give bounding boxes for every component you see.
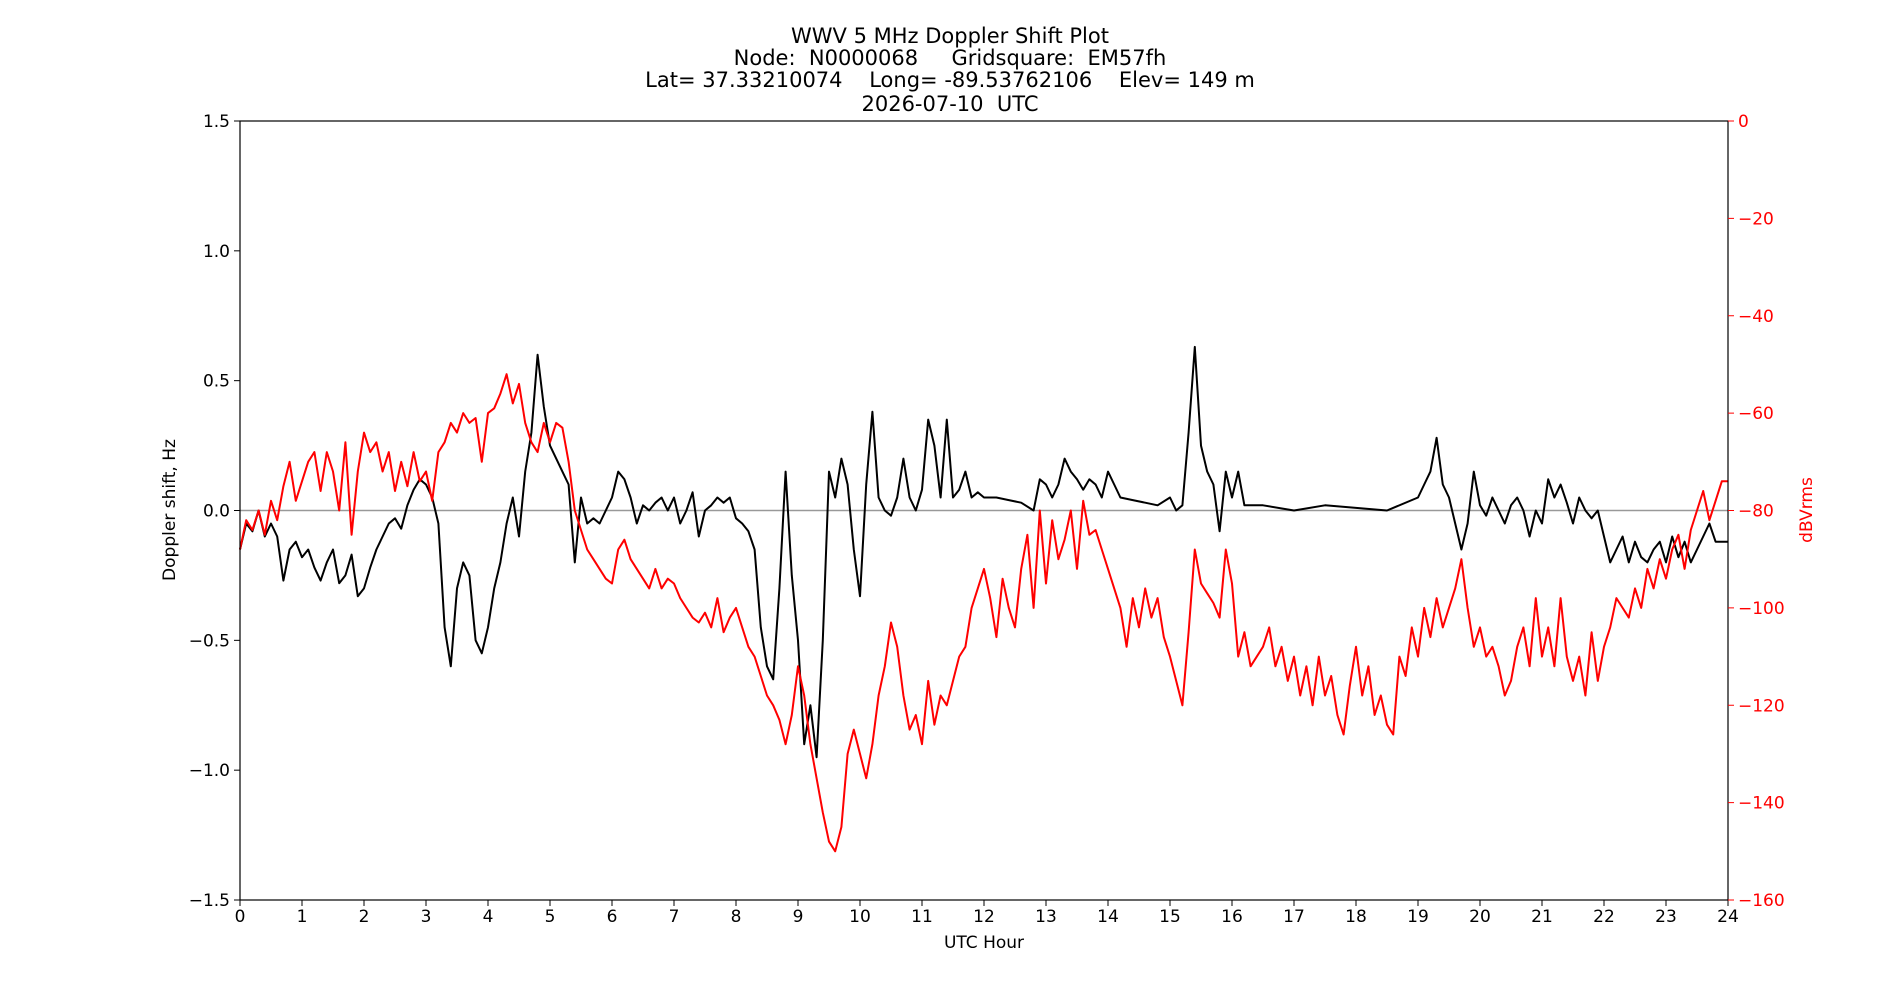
y-right-tick-label: −120 [1738,696,1785,716]
x-tick-label: 23 [1655,907,1677,927]
y-axis-right-label: dBVrms [1797,477,1817,543]
x-tick-label: 22 [1593,907,1615,927]
y-right-tick-label: −20 [1738,209,1774,229]
x-tick-label: 10 [849,907,871,927]
x-tick-label: 2 [359,907,370,927]
y-left-tick-label: 1.0 [203,242,230,262]
x-tick-label: 16 [1221,907,1243,927]
x-tick-label: 14 [1097,907,1119,927]
chart-title-line-3: Lat= 37.33210074 Long= -89.53762106 Elev… [645,68,1255,92]
x-tick-label: 21 [1531,907,1553,927]
y-left-tick-label: 1.5 [203,112,230,132]
y-left-tick-label: 0.5 [203,372,230,392]
x-tick-label: 20 [1469,907,1491,927]
y-right-tick-label: −80 [1738,502,1774,522]
chart-title-line-2: Node: N0000068 Gridsquare: EM57fh [733,46,1167,70]
x-tick-label: 17 [1283,907,1305,927]
x-tick-label: 18 [1345,907,1367,927]
x-tick-label: 1 [297,907,308,927]
x-tick-label: 12 [973,907,995,927]
x-tick-label: 24 [1717,907,1739,927]
chart-title-line-4: 2026-07-10 UTC [861,92,1039,116]
signal-level-line [239,373,1728,853]
x-axis-label: UTC Hour [944,933,1024,953]
chart-title-line-1: WWV 5 MHz Doppler Shift Plot [791,24,1109,48]
x-tick-label: 19 [1407,907,1429,927]
x-tick-label: 15 [1159,907,1181,927]
y-right-tick-label: 0 [1738,112,1749,132]
x-tick-label: 7 [669,907,680,927]
y-left-tick-label: −0.5 [189,631,230,651]
y-right-tick-label: −40 [1738,307,1774,327]
x-tick-label: 4 [483,907,494,927]
x-tick-label: 3 [421,907,432,927]
y-right-tick-label: −60 [1738,404,1774,424]
y-axis-left-label: Doppler shift, Hz [160,439,180,581]
y-right-tick-label: −160 [1738,891,1785,911]
y-right-tick-label: −140 [1738,794,1785,814]
x-tick-label: 8 [731,907,742,927]
doppler-shift-line [239,345,1728,759]
x-tick-label: 11 [911,907,933,927]
y-left-tick-label: −1.0 [189,761,230,781]
x-tick-label: 9 [793,907,804,927]
y-left-tick-label: −1.5 [189,891,230,911]
x-tick-label: 0 [235,907,246,927]
x-tick-label: 5 [545,907,556,927]
x-tick-label: 6 [607,907,618,927]
x-tick-label: 13 [1035,907,1057,927]
y-right-tick-label: −100 [1738,599,1785,619]
y-left-tick-label: 0.0 [203,502,230,522]
